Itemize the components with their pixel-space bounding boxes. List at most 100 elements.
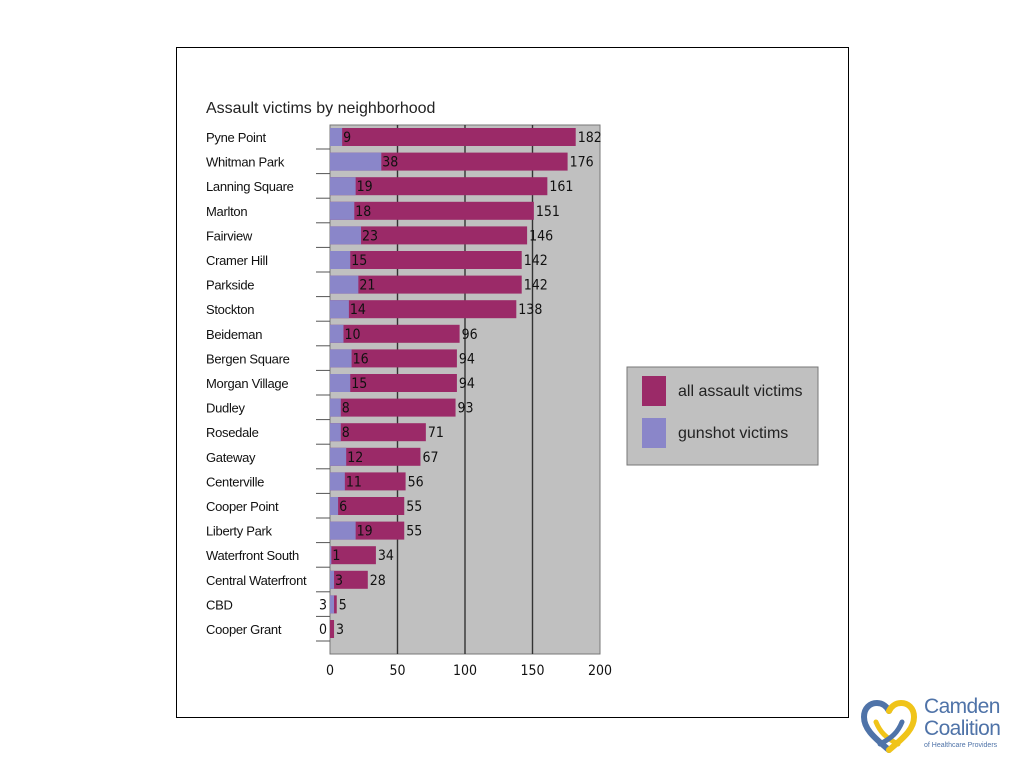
x-tick-label: 200 <box>588 663 612 679</box>
total-value-label: 142 <box>524 278 548 294</box>
category-label: CBD <box>206 597 233 612</box>
gunshot-value-label: 6 <box>339 499 347 515</box>
category-label: Morgan Village <box>206 376 288 391</box>
gunshot-value-label: 10 <box>345 327 361 343</box>
gunshot-bar <box>330 570 335 589</box>
total-bar <box>330 374 457 392</box>
gunshot-bar <box>330 324 344 343</box>
gunshot-bar <box>330 275 359 294</box>
gunshot-bar <box>330 595 335 614</box>
gunshot-bar <box>330 226 362 245</box>
total-bar <box>330 398 456 417</box>
gunshot-bar <box>330 423 341 442</box>
gunshot-value-label: 18 <box>355 204 371 220</box>
total-bar <box>330 497 405 515</box>
logo-word-camden: Camden <box>924 695 1000 718</box>
category-label: Lanning Square <box>206 179 294 194</box>
legend-label: gunshot victims <box>678 425 788 442</box>
total-value-label: 67 <box>422 450 438 466</box>
category-label: Cooper Grant <box>206 622 282 637</box>
total-bar <box>330 152 568 171</box>
total-value-label: 176 <box>570 155 594 171</box>
gunshot-value-label: 21 <box>359 278 375 294</box>
total-bar <box>330 226 528 245</box>
gunshot-value-label: 19 <box>357 179 373 195</box>
heart-logo-icon <box>860 699 918 753</box>
logo-word-coalition: Coalition <box>924 717 1001 740</box>
gunshot-value-label: 12 <box>347 450 363 466</box>
total-value-label: 142 <box>524 253 548 269</box>
gunshot-bar <box>330 447 347 466</box>
total-value-label: 93 <box>458 401 474 417</box>
total-value-label: 55 <box>406 524 422 540</box>
total-bar <box>330 570 368 589</box>
logo-subtitle: of Healthcare Providers <box>924 742 998 749</box>
gunshot-value-label: 14 <box>350 302 366 318</box>
total-bar <box>330 472 406 491</box>
legend-swatch <box>642 376 666 406</box>
gunshot-bar <box>330 349 352 368</box>
x-tick-label: 100 <box>453 663 477 679</box>
total-value-label: 5 <box>339 597 347 613</box>
total-bar <box>330 546 376 565</box>
gunshot-bar <box>330 472 345 491</box>
gunshot-bar <box>330 152 382 171</box>
total-bar <box>330 447 421 466</box>
gunshot-bar <box>330 398 341 417</box>
total-bar <box>330 324 460 343</box>
logo-text: Camden Coalition of Healthcare Providers <box>924 695 1001 750</box>
gunshot-bar <box>330 177 356 196</box>
gunshot-value-label: 19 <box>357 524 373 540</box>
gunshot-value-label: 3 <box>319 597 327 613</box>
total-bar <box>330 349 457 368</box>
category-label: Waterfront South <box>206 548 299 563</box>
total-value-label: 151 <box>536 204 560 220</box>
total-bar <box>330 300 517 319</box>
total-bar <box>330 177 548 196</box>
category-label: Whitman Park <box>206 155 285 170</box>
total-value-label: 161 <box>549 179 573 195</box>
total-bar <box>330 201 534 220</box>
category-label: Gateway <box>206 450 256 465</box>
category-label: Parkside <box>206 278 254 293</box>
total-value-label: 146 <box>529 228 553 244</box>
gunshot-value-label: 8 <box>342 425 350 441</box>
gunshot-value-label: 8 <box>342 401 350 417</box>
total-value-label: 71 <box>428 425 444 441</box>
category-label: Pyne Point <box>206 130 267 145</box>
gunshot-value-label: 1 <box>332 548 340 564</box>
total-value-label: 28 <box>370 573 386 589</box>
total-bar <box>330 251 522 269</box>
gunshot-bar <box>330 251 351 269</box>
category-label: Bergen Square <box>206 351 290 366</box>
gunshot-value-label: 11 <box>346 474 362 490</box>
gunshot-bar <box>330 497 339 515</box>
legend-swatch <box>642 418 666 448</box>
category-label: Dudley <box>206 401 245 416</box>
total-bar <box>330 620 335 638</box>
x-tick-label: 50 <box>389 663 405 679</box>
category-label: Cooper Point <box>206 499 279 514</box>
total-value-label: 3 <box>336 622 344 638</box>
total-bar <box>330 275 522 294</box>
x-tick-label: 0 <box>326 663 334 679</box>
category-label: Central Waterfront <box>206 573 307 588</box>
gunshot-bar <box>330 374 351 392</box>
gunshot-value-label: 16 <box>353 351 369 367</box>
category-label: Fairview <box>206 228 253 243</box>
total-value-label: 56 <box>408 474 424 490</box>
total-value-label: 138 <box>518 302 542 318</box>
gunshot-value-label: 38 <box>382 155 398 171</box>
category-label: Beideman <box>206 327 262 342</box>
gunshot-bar <box>330 546 332 565</box>
category-label: Rosedale <box>206 425 259 440</box>
category-label: Stockton <box>206 302 254 317</box>
total-value-label: 182 <box>578 130 602 146</box>
chart-title: Assault victims by neighborhood <box>206 100 435 117</box>
total-value-label: 94 <box>459 351 475 367</box>
camden-coalition-logo: Camden Coalition of Healthcare Providers <box>860 696 1020 758</box>
total-value-label: 34 <box>378 548 394 564</box>
gunshot-value-label: 3 <box>335 573 343 589</box>
gunshot-value-label: 23 <box>362 228 378 244</box>
